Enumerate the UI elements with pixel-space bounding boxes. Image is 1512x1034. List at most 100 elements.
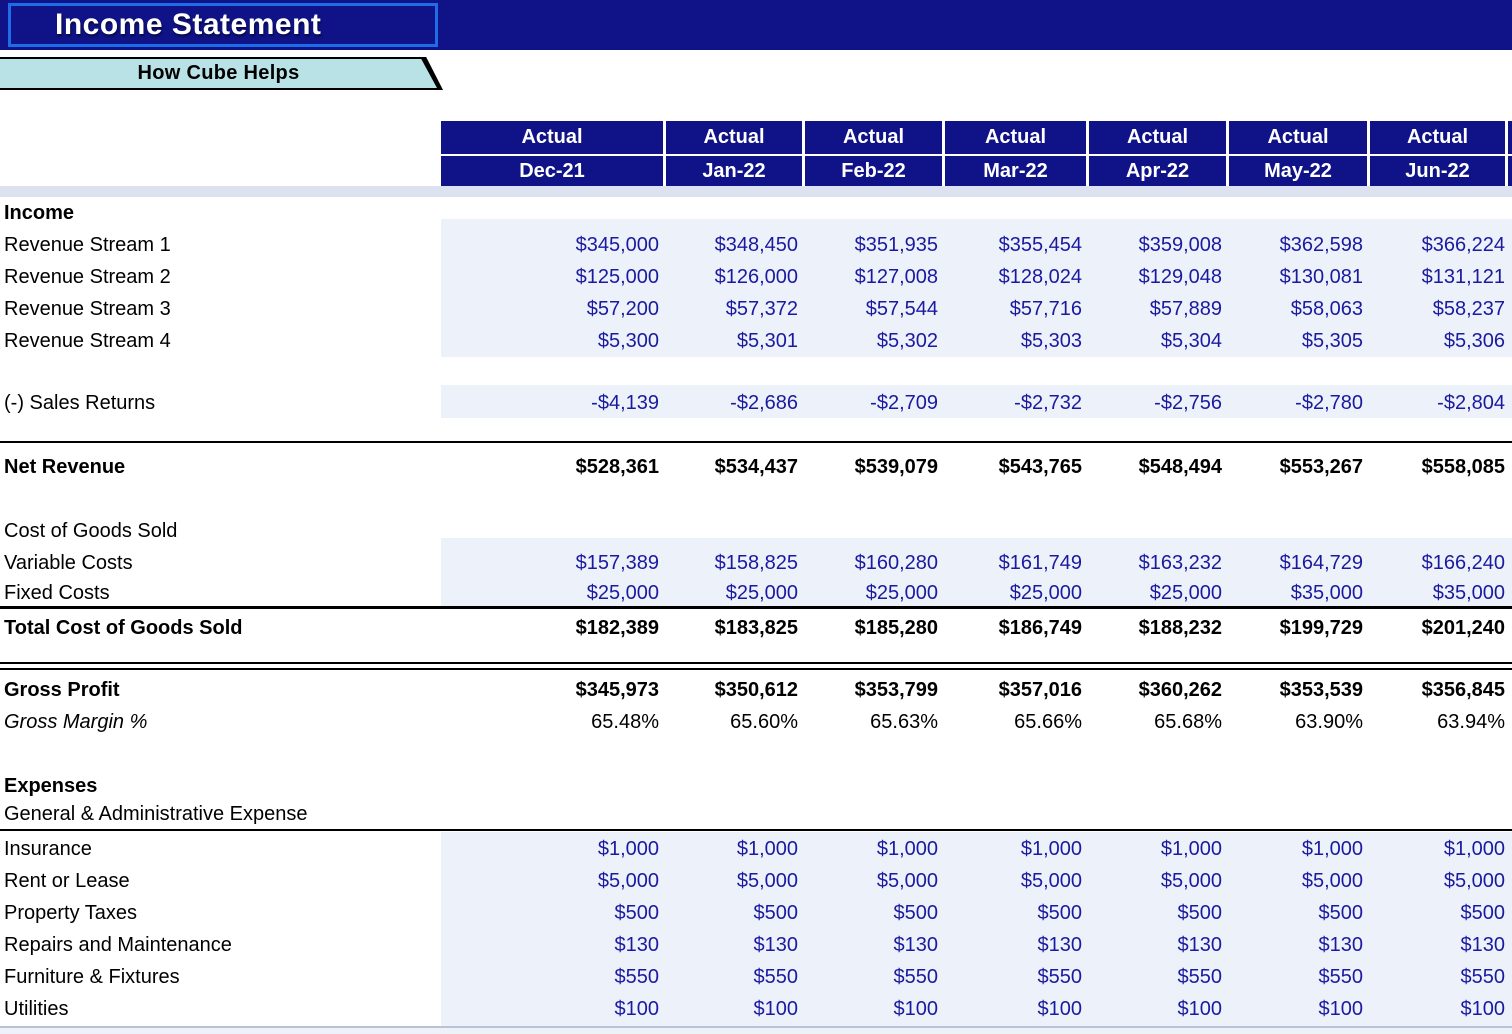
cell[interactable]: $351,935 bbox=[854, 234, 938, 256]
row-label[interactable]: Rent or Lease bbox=[4, 870, 130, 892]
cell[interactable]: $5,000 bbox=[1443, 870, 1505, 892]
cell[interactable]: $359,008 bbox=[1138, 234, 1222, 256]
column-header-type-dec[interactable]: Actual bbox=[441, 121, 666, 154]
cell[interactable]: $25,000 bbox=[1149, 582, 1222, 604]
cell[interactable]: -$2,709 bbox=[870, 392, 938, 414]
cell[interactable]: $128,024 bbox=[998, 266, 1082, 288]
cell[interactable]: $355,454 bbox=[998, 234, 1082, 256]
how-cube-helps-tab[interactable]: How Cube Helps bbox=[0, 57, 443, 90]
row-label[interactable]: Property Taxes bbox=[4, 902, 138, 924]
cell[interactable]: $350,612 bbox=[714, 679, 798, 701]
row-label[interactable]: Gross Margin % bbox=[4, 711, 148, 733]
cell[interactable]: $161,749 bbox=[998, 552, 1082, 574]
cell[interactable]: $185,280 bbox=[854, 617, 938, 639]
cell[interactable]: $125,000 bbox=[575, 266, 659, 288]
cell[interactable]: 63.94% bbox=[1437, 711, 1505, 733]
cell[interactable]: $550 bbox=[1037, 966, 1083, 988]
cell[interactable]: 65.66% bbox=[1014, 711, 1082, 733]
cell[interactable]: $57,716 bbox=[1009, 298, 1082, 320]
cell[interactable]: $57,200 bbox=[586, 298, 659, 320]
row-label[interactable]: Revenue Stream 3 bbox=[4, 298, 171, 320]
cell[interactable]: $127,008 bbox=[854, 266, 938, 288]
cell[interactable]: $1,000 bbox=[736, 838, 798, 860]
cell[interactable]: $130,081 bbox=[1279, 266, 1363, 288]
cell[interactable]: $534,437 bbox=[714, 456, 798, 478]
cell[interactable]: $366,224 bbox=[1421, 234, 1505, 256]
row-label[interactable]: Revenue Stream 2 bbox=[4, 266, 171, 288]
cell[interactable]: 65.63% bbox=[870, 711, 938, 733]
column-header-type-mar[interactable]: Actual bbox=[945, 121, 1089, 154]
cell[interactable]: $25,000 bbox=[865, 582, 938, 604]
column-header-type-apr[interactable]: Actual bbox=[1089, 121, 1229, 154]
row-label[interactable]: Furniture & Fixtures bbox=[4, 966, 180, 988]
cell[interactable]: $57,544 bbox=[865, 298, 938, 320]
cell[interactable]: $345,973 bbox=[575, 679, 659, 701]
cell[interactable]: $182,389 bbox=[575, 617, 659, 639]
row-label[interactable]: Variable Costs bbox=[4, 552, 133, 574]
cell[interactable]: $500 bbox=[753, 902, 799, 924]
column-header-month-dec[interactable]: Dec-21 bbox=[441, 156, 666, 186]
cell[interactable]: -$2,686 bbox=[730, 392, 798, 414]
row-label[interactable]: (-) Sales Returns bbox=[4, 392, 156, 414]
cell[interactable]: $500 bbox=[614, 902, 660, 924]
cell[interactable]: $500 bbox=[1318, 902, 1364, 924]
cell[interactable]: $35,000 bbox=[1290, 582, 1363, 604]
cell[interactable]: $1,000 bbox=[1301, 838, 1363, 860]
cell[interactable]: $25,000 bbox=[1009, 582, 1082, 604]
cell[interactable]: $164,729 bbox=[1279, 552, 1363, 574]
cell[interactable]: $158,825 bbox=[714, 552, 798, 574]
cell[interactable]: $100 bbox=[614, 998, 660, 1020]
cell[interactable]: $1,000 bbox=[597, 838, 659, 860]
cell[interactable]: $25,000 bbox=[725, 582, 798, 604]
cell[interactable]: $186,749 bbox=[998, 617, 1082, 639]
cell[interactable]: $160,280 bbox=[854, 552, 938, 574]
row-label[interactable]: Net Revenue bbox=[4, 456, 126, 478]
cell[interactable]: $199,729 bbox=[1279, 617, 1363, 639]
cell[interactable]: $500 bbox=[893, 902, 939, 924]
cell[interactable]: 63.90% bbox=[1295, 711, 1363, 733]
cell[interactable]: $5,000 bbox=[1301, 870, 1363, 892]
cell[interactable]: -$2,756 bbox=[1154, 392, 1222, 414]
cell[interactable]: $5,000 bbox=[876, 870, 938, 892]
row-label[interactable]: Revenue Stream 4 bbox=[4, 330, 171, 352]
cell[interactable]: $163,232 bbox=[1138, 552, 1222, 574]
cell[interactable]: $356,845 bbox=[1421, 679, 1505, 701]
cell[interactable]: $1,000 bbox=[1443, 838, 1505, 860]
cell[interactable]: $100 bbox=[1460, 998, 1506, 1020]
column-header-type-may[interactable]: Actual bbox=[1229, 121, 1370, 154]
cell[interactable]: $100 bbox=[893, 998, 939, 1020]
row-label[interactable]: Repairs and Maintenance bbox=[4, 934, 232, 956]
row-label[interactable]: Revenue Stream 1 bbox=[4, 234, 171, 256]
cell[interactable]: $5,304 bbox=[1160, 330, 1222, 352]
cell[interactable]: $1,000 bbox=[876, 838, 938, 860]
cell[interactable]: $130 bbox=[893, 934, 939, 956]
cell[interactable]: $100 bbox=[1318, 998, 1364, 1020]
cell[interactable]: $558,085 bbox=[1421, 456, 1505, 478]
cell[interactable]: $539,079 bbox=[854, 456, 938, 478]
column-header-month-jan[interactable]: Jan-22 bbox=[666, 156, 805, 186]
column-header-type-jun[interactable]: Actual bbox=[1370, 121, 1508, 154]
cell[interactable]: $5,000 bbox=[1160, 870, 1222, 892]
cell[interactable]: -$2,780 bbox=[1295, 392, 1363, 414]
cell[interactable]: $25,000 bbox=[586, 582, 659, 604]
cell[interactable]: $201,240 bbox=[1421, 617, 1505, 639]
cell[interactable]: $550 bbox=[1460, 966, 1506, 988]
column-header-month-jun[interactable]: Jun-22 bbox=[1370, 156, 1508, 186]
cell[interactable]: $5,300 bbox=[597, 330, 659, 352]
row-label[interactable]: Income bbox=[4, 202, 75, 224]
cell[interactable]: $100 bbox=[753, 998, 799, 1020]
cell[interactable]: $5,301 bbox=[736, 330, 798, 352]
cell[interactable]: $130 bbox=[753, 934, 799, 956]
row-label[interactable]: Total Cost of Goods Sold bbox=[4, 617, 243, 639]
cell[interactable]: $5,000 bbox=[736, 870, 798, 892]
cell[interactable]: $5,306 bbox=[1443, 330, 1505, 352]
cell[interactable]: $353,539 bbox=[1279, 679, 1363, 701]
cell[interactable]: $5,000 bbox=[597, 870, 659, 892]
cell[interactable]: $100 bbox=[1177, 998, 1223, 1020]
cell[interactable]: $1,000 bbox=[1020, 838, 1082, 860]
cell[interactable]: $130 bbox=[614, 934, 660, 956]
cell[interactable]: $362,598 bbox=[1279, 234, 1363, 256]
cell[interactable]: $157,389 bbox=[575, 552, 659, 574]
cell[interactable]: $126,000 bbox=[714, 266, 798, 288]
cell[interactable]: $500 bbox=[1460, 902, 1506, 924]
